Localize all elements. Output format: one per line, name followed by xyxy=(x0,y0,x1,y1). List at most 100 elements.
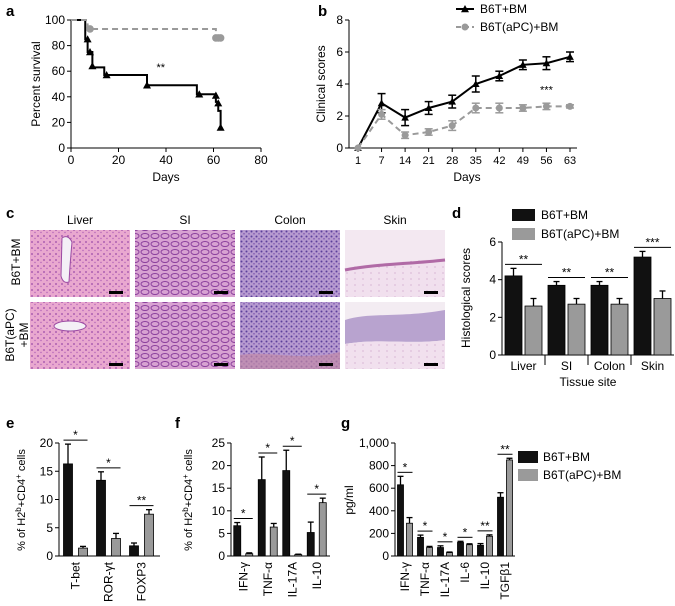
scale-bar xyxy=(424,363,438,366)
significance-label: *** xyxy=(540,85,554,97)
data-point xyxy=(566,102,574,110)
x-tick-label: T-bet xyxy=(69,561,83,589)
y-tick-label: 5 xyxy=(218,526,225,540)
x-tick-label: IFN-γ xyxy=(398,562,412,591)
y-tick-label: 8 xyxy=(336,13,343,27)
y-axis-label-part: +CD4 xyxy=(183,479,195,507)
y-axis-label-part: cells xyxy=(183,449,195,475)
x-tick-label: IL-6 xyxy=(458,562,472,583)
data-point xyxy=(472,104,480,112)
x-tick-label: 0 xyxy=(68,153,75,167)
bar-b6t-bm xyxy=(497,496,504,557)
survival-marker xyxy=(88,62,97,70)
x-tick-label: 49 xyxy=(517,155,529,167)
series-line-b6t-bm xyxy=(357,55,571,149)
y-tick-label: 0 xyxy=(489,348,496,362)
panel-letter-b: b xyxy=(318,3,327,20)
clinical-score-chart: 0 2 4 6 8 1 7 14 21 28 35 42 49 56 63 Days Clinical scor… xyxy=(314,2,577,184)
y-tick-label: 0 xyxy=(336,141,343,155)
x-tick-label: SI xyxy=(561,359,572,373)
data-point xyxy=(519,104,527,112)
y-axis-label: % of H2b+CD4+ cells xyxy=(14,449,28,551)
bar-b6t-bm xyxy=(129,545,139,557)
legend-label: B6T(aPC)+BM xyxy=(541,227,619,241)
significance-label: * xyxy=(106,456,111,470)
bar-b6t-bm xyxy=(63,463,73,557)
y-tick-label: 80 xyxy=(52,39,66,53)
y-tick-label: 10 xyxy=(40,493,54,507)
bar-b6t-apc-bm xyxy=(269,526,278,557)
x-tick-label: FOXP3 xyxy=(135,562,149,602)
y-tick-label: 200 xyxy=(369,526,389,540)
micrograph-si-b6t xyxy=(135,230,235,297)
y-tick-label: 6 xyxy=(336,45,343,59)
x-tick-label: IL-10 xyxy=(478,562,492,590)
data-point xyxy=(377,99,386,107)
row-label-line: B6T(aPC) xyxy=(3,308,17,361)
y-tick-label: 20 xyxy=(40,436,54,450)
bar-b6t-bm xyxy=(282,470,291,557)
intracellular-cytokine-chart: 0 5 10 15 20 25 * IFN-γ * TNF-α * IL-17A * IL-10 % of … xyxy=(181,434,330,597)
x-tick-label: TNF-α xyxy=(418,562,432,596)
row-label-text: B6T(aPC)+BM xyxy=(3,308,31,361)
significance-label: ** xyxy=(157,62,166,74)
micrograph-si-apc xyxy=(135,302,235,369)
micrograph-liver-apc xyxy=(30,302,130,369)
survival-curve-b6t-bm xyxy=(71,19,222,128)
x-tick-label: 21 xyxy=(423,155,435,167)
significance-label: ** xyxy=(500,442,510,456)
y-axis-label: Percent survival xyxy=(29,41,43,126)
y-tick-label: 15 xyxy=(212,481,226,495)
survival-marker xyxy=(195,90,204,98)
y-tick-label: 40 xyxy=(52,90,66,104)
x-tick-label: 1 xyxy=(355,155,361,167)
bar-b6t-bm xyxy=(257,479,266,557)
x-tick-label: Skin xyxy=(641,359,664,373)
survival-marker xyxy=(214,99,223,107)
x-tick-label: IL-17A xyxy=(438,562,452,597)
scale-bar xyxy=(109,363,123,366)
bar-b6t-apc-bm xyxy=(524,305,543,356)
col-label-colon: Colon xyxy=(274,213,305,227)
x-tick-label: IL-17A xyxy=(285,562,299,597)
survival-marker xyxy=(86,48,94,56)
panel-letter-g: g xyxy=(341,415,350,432)
y-tick-label: 15 xyxy=(40,464,54,478)
x-tick-label: 42 xyxy=(493,155,505,167)
bar-b6t-apc-bm xyxy=(446,552,453,557)
legend-label: B6T(aPC)+BM xyxy=(480,20,558,34)
legend-swatch xyxy=(518,451,538,463)
legend-marker xyxy=(461,23,469,31)
bar-b6t-apc-bm xyxy=(318,502,327,557)
significance-label: * xyxy=(265,441,270,455)
bar-b6t-apc-bm xyxy=(294,554,303,557)
bar-b6t-apc-bm xyxy=(567,303,586,356)
y-tick-label: 600 xyxy=(369,481,389,495)
x-axis-label: Tissue site xyxy=(560,375,617,389)
x-tick-label: TGFβ1 xyxy=(498,562,512,600)
bar-b6t-bm xyxy=(397,484,404,557)
legend-marker xyxy=(461,5,469,13)
x-tick-label: 7 xyxy=(378,155,384,167)
y-tick-label: 2 xyxy=(489,310,496,324)
significance-label: * xyxy=(443,530,448,544)
legend-swatch xyxy=(512,228,535,240)
legend-label: B6T(aPC)+BM xyxy=(543,468,621,482)
data-point xyxy=(471,80,480,88)
significance-label: * xyxy=(463,525,468,539)
scale-bar xyxy=(214,363,228,366)
survival-marker xyxy=(86,25,94,33)
series-line-b6t-apc-bm xyxy=(357,105,570,149)
y-tick-label: 2 xyxy=(336,109,343,123)
x-tick-label: TNF-α xyxy=(261,562,275,596)
y-tick-label: 20 xyxy=(212,459,226,473)
y-axis-label-part: b xyxy=(181,507,190,512)
legend-swatch xyxy=(518,469,538,481)
micrograph-colon-b6t xyxy=(240,230,340,297)
bar-b6t-bm xyxy=(96,479,106,557)
panel-letter-a: a xyxy=(6,3,15,20)
serum-cytokine-chart: 0 200 400 600 800 1,000 * IFN-γ * TNF-α * IL-17A * IL… xyxy=(342,436,621,600)
y-axis-label-part: % of H2 xyxy=(16,512,28,551)
y-tick-label: 0 xyxy=(58,141,65,155)
significance-label: * xyxy=(403,460,408,474)
